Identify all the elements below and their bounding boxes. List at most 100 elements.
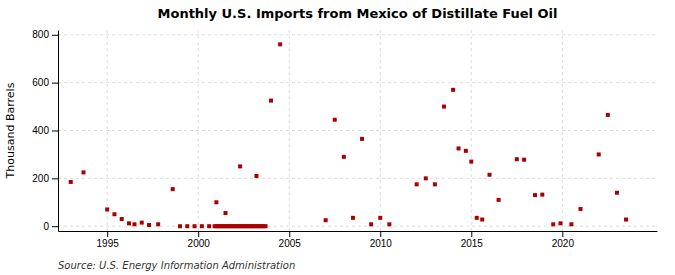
- point: [324, 218, 328, 222]
- tick-label: 2000: [188, 238, 211, 249]
- points: [69, 42, 628, 228]
- tick: 2020: [552, 231, 575, 249]
- point: [475, 216, 479, 220]
- tick-label: 600: [32, 77, 49, 88]
- point: [415, 182, 419, 186]
- tick-label: 2005: [279, 238, 302, 249]
- point: [224, 211, 228, 215]
- tick: 2010: [370, 231, 393, 249]
- point: [105, 207, 109, 211]
- tick-label: 800: [32, 29, 49, 40]
- tick-mark: [52, 178, 58, 179]
- tick: 0: [43, 221, 58, 232]
- point: [351, 216, 355, 220]
- point: [269, 99, 273, 103]
- grid: [58, 30, 657, 231]
- point: [487, 173, 491, 177]
- tick: 400: [32, 125, 58, 136]
- point: [140, 221, 144, 225]
- tick: 200: [32, 173, 58, 184]
- tick-label: 2010: [370, 238, 393, 249]
- point: [480, 218, 484, 222]
- point: [342, 155, 346, 159]
- point: [597, 152, 601, 156]
- tick-label: 400: [32, 125, 49, 136]
- tick-mark: [289, 231, 290, 237]
- point: [81, 170, 85, 174]
- point: [112, 212, 116, 216]
- point: [624, 218, 628, 222]
- point: [522, 158, 526, 162]
- point: [127, 221, 131, 225]
- point: [464, 149, 468, 153]
- tick-mark: [471, 231, 472, 237]
- grid-line: [380, 30, 381, 231]
- tick-label: 1995: [97, 238, 120, 249]
- point: [515, 157, 519, 161]
- tick-label: 2015: [461, 238, 484, 249]
- chart: 1995 2000 2005 2010 2015 2020 0 200 400 600 800 Mon…: [0, 0, 675, 275]
- tick: 2000: [188, 231, 211, 249]
- title: Monthly U.S. Imports from Mexico of Dist…: [158, 6, 558, 21]
- axis-line: [59, 231, 658, 232]
- tick: 800: [32, 29, 58, 40]
- tick-label: 2020: [552, 238, 575, 249]
- point: [533, 193, 537, 197]
- point: [579, 207, 583, 211]
- tick-mark: [52, 83, 58, 84]
- point: [369, 222, 373, 226]
- y-axis: 0 200 400 600 800: [32, 29, 58, 231]
- point: [469, 160, 473, 164]
- annotation: Source: U.S. Energy Information Administ…: [58, 260, 295, 271]
- point: [378, 216, 382, 220]
- grid-line: [289, 30, 290, 231]
- point: [185, 224, 189, 228]
- point: [606, 113, 610, 117]
- tick-label: 200: [32, 173, 49, 184]
- grid-line: [107, 30, 108, 231]
- point: [200, 224, 204, 228]
- point: [559, 221, 563, 225]
- point: [615, 191, 619, 195]
- point: [147, 223, 151, 227]
- point: [132, 222, 136, 226]
- point: [69, 180, 73, 184]
- point: [540, 193, 544, 197]
- point: [120, 217, 124, 221]
- tick-mark: [380, 231, 381, 237]
- point: [457, 146, 461, 150]
- tick-mark: [52, 35, 58, 36]
- point: [264, 224, 268, 228]
- grid-line: [562, 30, 563, 231]
- grid-line: [58, 130, 657, 131]
- point: [207, 224, 211, 228]
- point: [214, 200, 218, 204]
- tick-mark: [198, 231, 199, 237]
- tick: 2015: [461, 231, 484, 249]
- point: [442, 105, 446, 109]
- point: [387, 222, 391, 226]
- tick: 1995: [97, 231, 120, 249]
- point: [333, 118, 337, 122]
- point: [360, 137, 364, 141]
- grid-line: [58, 34, 657, 35]
- point: [178, 224, 182, 228]
- point: [156, 222, 160, 226]
- tick: 2005: [279, 231, 302, 249]
- grid-line: [58, 178, 657, 179]
- point: [551, 222, 555, 226]
- point: [171, 187, 175, 191]
- point: [497, 198, 501, 202]
- point: [433, 182, 437, 186]
- tick-mark: [52, 226, 58, 227]
- point: [424, 176, 428, 180]
- y-label: Thousand Barrels: [4, 82, 17, 179]
- point: [193, 224, 197, 228]
- tick-mark: [562, 231, 563, 237]
- point: [278, 42, 282, 46]
- point: [238, 164, 242, 168]
- point: [254, 174, 258, 178]
- tick: 600: [32, 77, 58, 88]
- plot: 1995 2000 2005 2010 2015 2020 0 200 400 600 800: [32, 29, 657, 249]
- grid-line: [58, 82, 657, 83]
